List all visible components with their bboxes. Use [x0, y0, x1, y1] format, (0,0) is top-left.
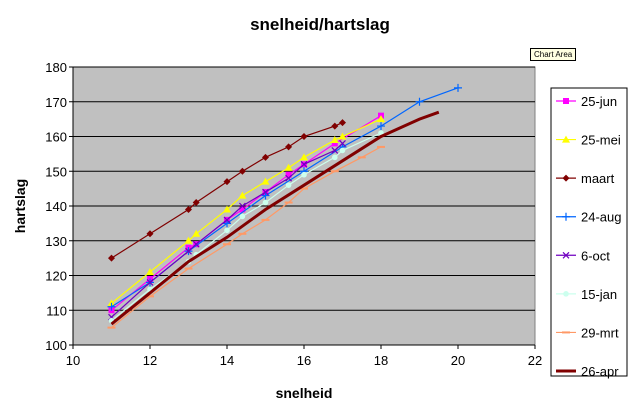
x-tick-label: 18 [374, 353, 388, 368]
legend-label-maart: maart [581, 171, 615, 186]
legend-marker-maart [562, 174, 570, 182]
data-point-25-mei [377, 115, 385, 123]
data-point-15-jan [339, 147, 346, 154]
data-point-24-aug [377, 122, 385, 131]
data-point-25-mei [261, 177, 270, 185]
data-point-maart [185, 205, 192, 213]
legend-label-29-mrt: 29-mrt [581, 325, 619, 340]
x-tick-label: 22 [528, 353, 542, 368]
data-point-maart [238, 167, 246, 175]
data-point-6-oct [331, 146, 339, 154]
y-tick-label: 150 [45, 164, 67, 179]
y-tick-label: 100 [45, 338, 67, 353]
data-point-6-oct [146, 279, 154, 286]
data-point-6-oct [238, 202, 246, 210]
data-point-6-oct [285, 174, 293, 182]
legend-marker-6-oct [562, 251, 570, 259]
data-point-15-jan [239, 213, 246, 220]
legend-label-24-aug: 24-aug [581, 210, 621, 225]
y-tick-label: 120 [45, 269, 67, 284]
y-axis-label: hartslag [12, 179, 28, 233]
data-point-maart [331, 122, 339, 130]
legend-label-15-jan: 15-jan [581, 287, 617, 302]
x-tick-label: 14 [220, 353, 234, 368]
x-tick-label: 12 [143, 353, 157, 368]
data-point-6-oct [262, 188, 269, 196]
data-point-15-jan [332, 154, 338, 161]
legend-marker-25-jun [563, 98, 569, 104]
legend-marker-24-aug [562, 212, 570, 221]
data-point-maart [300, 133, 308, 140]
data-point-25-jun [239, 206, 246, 213]
y-tick-label: 160 [45, 130, 67, 145]
data-point-24-aug [415, 97, 424, 106]
data-point-15-jan [285, 182, 292, 188]
legend-label-6-oct: 6-oct [581, 248, 610, 263]
legend-label-26-apr: 26-apr [581, 364, 619, 379]
x-axis-label: snelheid [276, 385, 333, 401]
data-point-15-jan [301, 171, 307, 178]
data-point-6-oct [300, 160, 308, 168]
legend-marker-15-jan [563, 291, 569, 297]
data-point-25-mei [330, 135, 339, 143]
data-point-25-mei [146, 268, 154, 276]
legend-marker-25-mei [562, 135, 570, 143]
x-tick-label: 10 [66, 353, 80, 368]
data-point-6-oct [339, 140, 346, 147]
data-point-maart [285, 143, 293, 151]
data-point-25-mei [192, 229, 201, 237]
chart-title: snelheid/hartslag [250, 15, 390, 34]
legend-box [550, 87, 628, 377]
x-tick-label: 16 [297, 353, 311, 368]
y-tick-label: 140 [45, 199, 67, 214]
data-point-25-mei [223, 205, 231, 213]
chart-area-tooltip: Chart Area [530, 48, 577, 61]
data-point-25-jun [285, 171, 292, 178]
data-point-25-mei [338, 132, 347, 140]
data-point-25-mei [184, 236, 193, 244]
y-tick-label: 130 [45, 234, 67, 249]
data-point-maart [146, 230, 154, 238]
y-tick-label: 170 [45, 95, 67, 110]
data-point-24-aug [107, 302, 116, 311]
data-point-maart [108, 254, 115, 262]
data-point-maart [262, 153, 269, 161]
data-point-maart [223, 178, 231, 186]
y-tick-label: 110 [46, 303, 67, 318]
data-point-maart [192, 199, 200, 207]
y-tick-label: 180 [45, 60, 67, 75]
data-point-maart [339, 119, 346, 127]
data-point-6-oct [223, 216, 231, 224]
data-point-15-jan [262, 199, 269, 206]
data-point-6-oct [192, 240, 200, 248]
data-point-25-mei [284, 163, 293, 171]
data-point-25-mei [238, 191, 247, 199]
series-line-26-apr [110, 110, 440, 326]
data-point-24-aug [454, 83, 462, 92]
data-point-25-mei [300, 153, 308, 161]
x-tick-label: 20 [451, 353, 465, 368]
data-point-25-jun [331, 140, 338, 147]
legend-label-25-jun: 25-jun [581, 94, 617, 109]
data-point-15-jan [224, 227, 230, 234]
data-point-6-oct [185, 247, 192, 255]
legend-label-25-mei: 25-mei [581, 133, 621, 148]
